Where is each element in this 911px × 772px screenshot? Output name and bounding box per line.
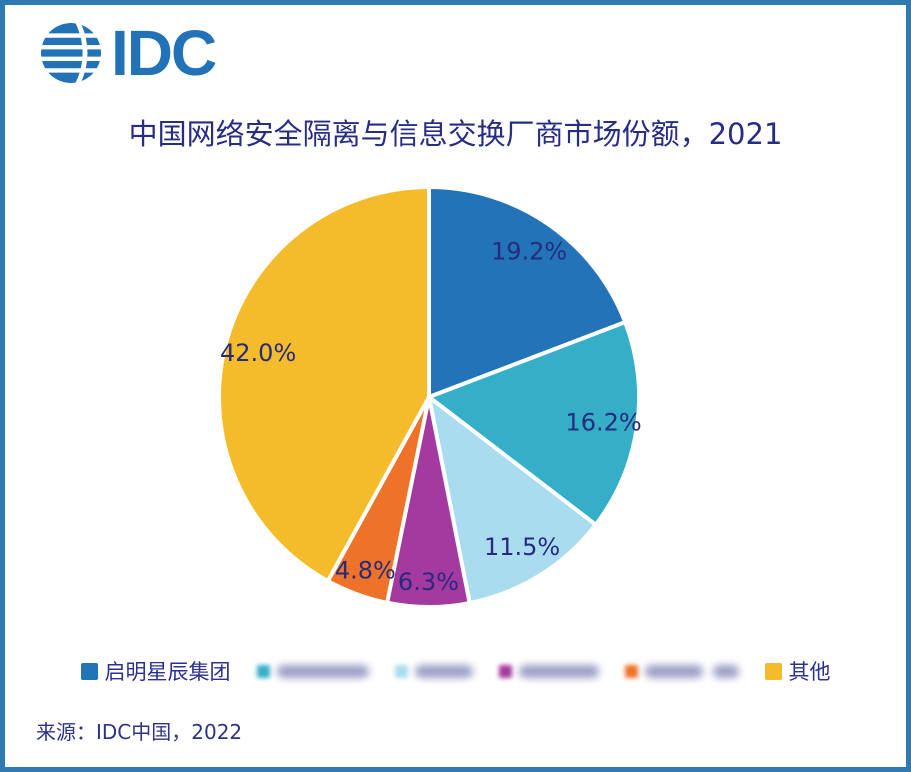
pie-slice-3 (427, 395, 598, 606)
legend-label-blurred (518, 664, 599, 678)
idc-logo: IDC (40, 17, 217, 89)
blurred-text-blob (712, 664, 739, 678)
pie-slice-6 (217, 185, 431, 584)
idc-logo-text: IDC (111, 17, 217, 89)
legend-marker-icon (80, 662, 98, 680)
blurred-text-blob (414, 664, 473, 678)
legend-item-2-redacted (256, 664, 369, 678)
legend-label: 其他 (788, 660, 831, 684)
legend-label-blurred (644, 664, 739, 678)
legend-label-blurred (414, 664, 473, 678)
pie-slice-label-5: 4.8% (335, 556, 396, 584)
blurred-text-blob (518, 664, 599, 678)
legend-marker-icon (256, 664, 270, 678)
legend-label-blurred (276, 664, 369, 678)
legend-marker-icon (624, 664, 638, 678)
legend-item-1: 启明星辰集团 (80, 656, 231, 686)
pie-slice-1 (427, 185, 628, 399)
legend-item-6: 其他 (764, 656, 831, 686)
pie-slice-label-2: 16.2% (565, 408, 641, 436)
pie-slice-label-3: 11.5% (484, 533, 560, 561)
legend-marker-icon (764, 662, 782, 680)
legend: 启明星辰集团 其他 (0, 656, 911, 686)
legend-item-4-redacted (498, 664, 599, 678)
pie-slice-label-1: 19.2% (491, 238, 567, 266)
idc-globe-icon (40, 22, 102, 84)
legend-label: 启明星辰集团 (104, 660, 231, 684)
legend-item-3-redacted (394, 664, 473, 678)
source-note: 来源：IDC中国，2022 (36, 720, 243, 744)
legend-marker-icon (394, 664, 408, 678)
legend-marker-icon (498, 664, 512, 678)
pie-slice-2 (427, 320, 641, 527)
blurred-text-blob (644, 664, 703, 678)
chart-title: 中国网络安全隔离与信息交换厂商市场份额，2021 (128, 117, 783, 151)
blurred-text-blob (276, 664, 369, 678)
legend-item-5-redacted (624, 664, 739, 678)
pie-slice-label-6: 42.0% (220, 339, 296, 367)
pie-slice-label-4: 6.3% (398, 568, 459, 596)
